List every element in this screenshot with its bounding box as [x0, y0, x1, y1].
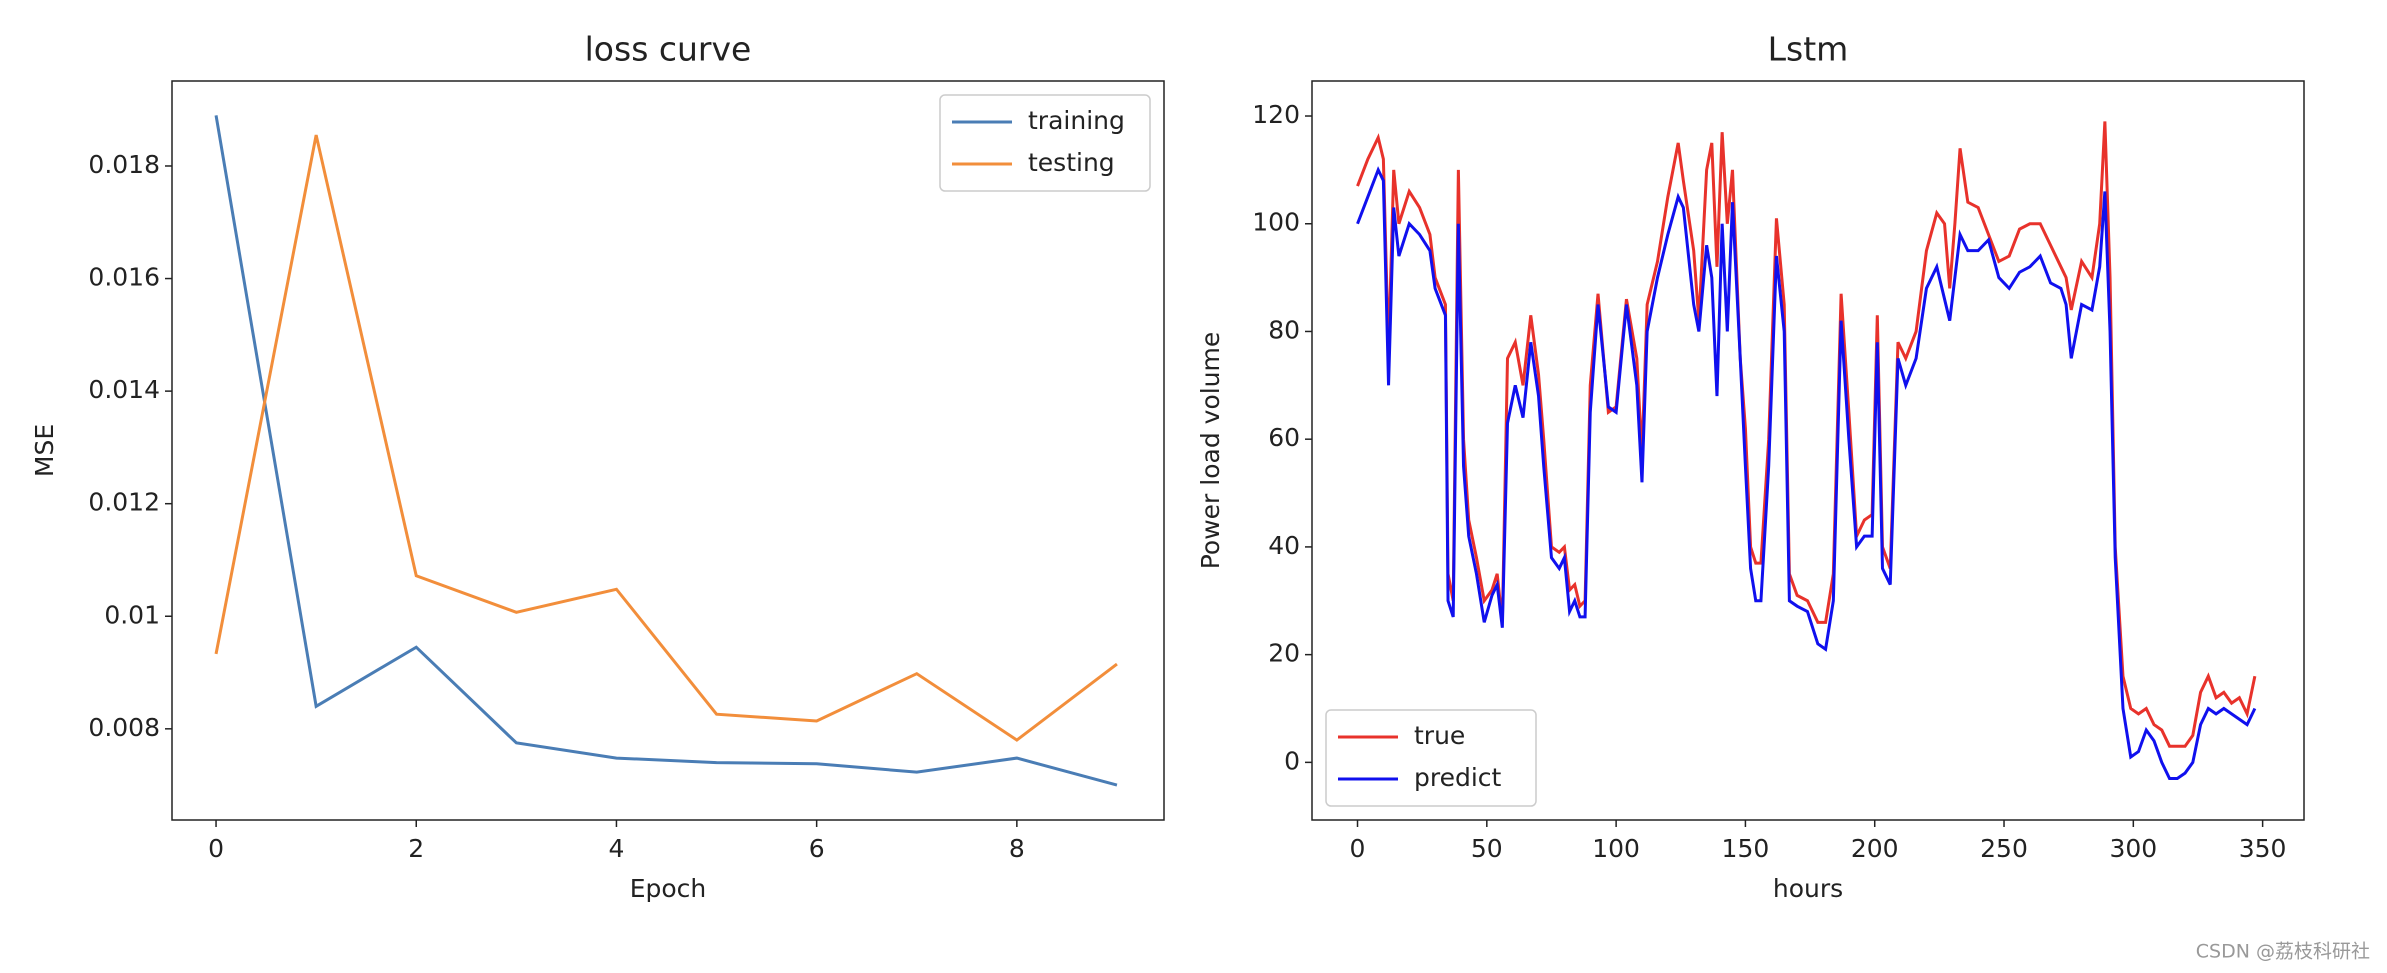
x-tick-label: 250 — [1980, 834, 2028, 863]
x-axis-label: hours — [1773, 874, 1843, 903]
line-series — [214, 134, 1118, 742]
legend-label: true — [1414, 721, 1465, 750]
x-tick-label: 100 — [1592, 834, 1640, 863]
x-tick-label: 0 — [208, 834, 224, 863]
y-tick-label: 0.014 — [88, 375, 160, 404]
y-tick-label: 40 — [1268, 531, 1300, 560]
x-tick-label: 150 — [1722, 834, 1770, 863]
line-series — [1356, 166, 2257, 781]
y-tick-label: 20 — [1268, 639, 1300, 668]
line-series — [214, 115, 1118, 787]
plot-frame — [171, 80, 1165, 821]
y-tick-label: 0.012 — [88, 488, 160, 517]
y-axis-label: Power load volume — [1196, 332, 1225, 570]
x-tick-label: 2 — [408, 834, 424, 863]
y-tick-label: 0 — [1284, 746, 1300, 775]
y-tick-label: 120 — [1252, 100, 1300, 129]
legend-label: testing — [1028, 148, 1115, 177]
x-tick-label: 350 — [2239, 834, 2287, 863]
x-tick-label: 0 — [1350, 834, 1366, 863]
legend-box — [1325, 709, 1537, 807]
y-tick-label: 0.01 — [104, 600, 160, 629]
legend-label: training — [1028, 106, 1125, 135]
y-tick-label: 100 — [1252, 208, 1300, 237]
chart-title: Lstm — [1768, 30, 1849, 69]
x-tick-label: 8 — [1009, 834, 1025, 863]
plot-frame — [1311, 80, 2305, 821]
y-tick-label: 0.016 — [88, 263, 160, 292]
x-tick-label: 300 — [2109, 834, 2157, 863]
y-tick-label: 0.008 — [88, 713, 160, 742]
chart-title: loss curve — [585, 30, 752, 69]
y-axis-label: MSE — [30, 424, 59, 477]
legend-box — [939, 94, 1151, 192]
y-tick-label: 80 — [1268, 315, 1300, 344]
x-tick-label: 4 — [608, 834, 624, 863]
x-tick-label: 200 — [1851, 834, 1899, 863]
x-axis-label: Epoch — [630, 874, 707, 903]
x-tick-label: 6 — [809, 834, 825, 863]
y-tick-label: 60 — [1268, 423, 1300, 452]
y-tick-label: 0.018 — [88, 150, 160, 179]
watermark: CSDN @荔枝科研社 — [2196, 941, 2370, 963]
legend-label: predict — [1414, 763, 1502, 792]
x-tick-label: 50 — [1471, 834, 1503, 863]
